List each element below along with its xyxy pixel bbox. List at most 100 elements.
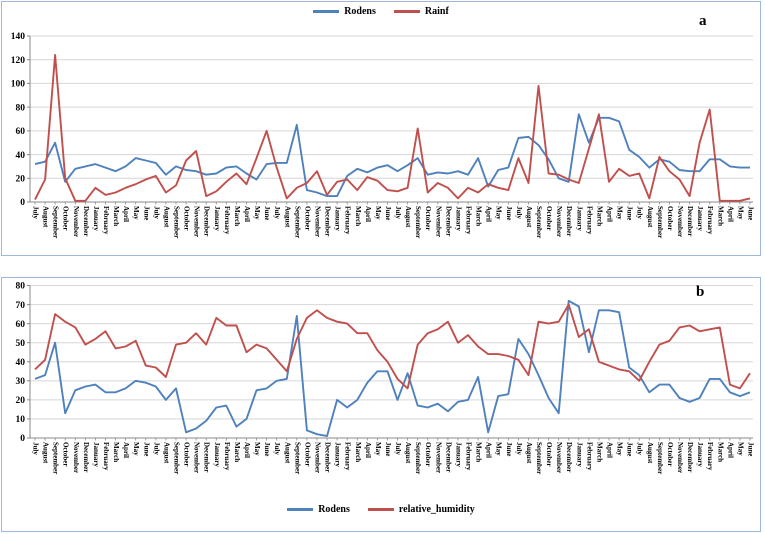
svg-text:December: December (686, 206, 694, 236)
svg-text:January: January (575, 206, 583, 231)
svg-text:September: September (52, 206, 60, 238)
svg-text:August: August (404, 206, 412, 228)
svg-text:September: September (414, 206, 422, 238)
svg-text:April: April (606, 442, 614, 458)
svg-text:40: 40 (16, 151, 26, 161)
svg-text:April: April (122, 206, 130, 222)
svg-text:June: June (384, 442, 392, 456)
svg-text:August: August (162, 206, 170, 228)
svg-text:November: November (193, 442, 201, 473)
svg-text:July: July (636, 206, 644, 219)
panel-label-a: a (699, 13, 707, 29)
svg-text:July: July (515, 206, 523, 219)
svg-text:June: June (626, 442, 634, 456)
svg-text:July: July (32, 442, 40, 455)
rodens-line-swatch (287, 508, 314, 511)
svg-text:October: October (424, 206, 432, 231)
svg-text:February: February (223, 442, 231, 471)
svg-text:December: December (565, 442, 573, 472)
svg-text:July: July (32, 206, 40, 219)
svg-text:August: August (525, 206, 533, 228)
svg-text:September: September (172, 442, 180, 474)
svg-text:September: September (172, 206, 180, 238)
svg-text:70: 70 (16, 301, 26, 311)
svg-text:March: March (233, 442, 241, 462)
svg-text:July: July (273, 442, 281, 455)
rainf-line (34, 54, 751, 202)
svg-text:June: June (263, 442, 271, 456)
x-axis-labels: July August September October November Decemb… (32, 206, 755, 238)
svg-text:April: April (243, 206, 251, 222)
svg-text:November: November (555, 442, 563, 473)
svg-text:80: 80 (16, 282, 26, 292)
svg-text:80: 80 (16, 103, 26, 113)
svg-text:May: May (616, 206, 624, 220)
svg-text:20: 20 (16, 396, 26, 406)
svg-text:April: April (485, 206, 493, 222)
svg-text:September: September (656, 442, 664, 474)
y-axis-labels: 0 10 20 30 40 50 60 70 80 (16, 282, 26, 445)
svg-text:August: August (42, 206, 50, 228)
svg-text:10: 10 (16, 415, 26, 425)
svg-text:September: September (293, 442, 301, 474)
svg-text:June: June (747, 206, 755, 220)
svg-text:June: June (505, 206, 513, 220)
svg-text:July: July (394, 442, 402, 455)
gridlines (30, 285, 753, 420)
svg-text:September: September (535, 206, 543, 238)
svg-text:March: March (595, 206, 603, 226)
svg-text:April: April (606, 206, 614, 222)
svg-text:November: November (676, 206, 684, 237)
chart-b-panel: 0 10 20 30 40 50 60 70 80 July August September Octo… (1, 277, 761, 532)
svg-text:October: October (666, 442, 674, 467)
svg-text:February: February (223, 206, 231, 235)
svg-text:April: April (364, 206, 372, 222)
svg-text:March: March (716, 206, 724, 226)
svg-text:March: March (475, 206, 483, 226)
svg-text:July: July (273, 206, 281, 219)
svg-text:August: August (525, 442, 533, 464)
svg-text:April: April (243, 442, 251, 458)
legend-label: Rodens (318, 504, 350, 515)
svg-text:April: April (122, 442, 130, 458)
svg-text:December: December (565, 206, 573, 236)
svg-text:November: November (72, 442, 80, 473)
panel-label-b: b (696, 284, 705, 300)
svg-text:June: June (142, 442, 150, 456)
x-axis-labels: July August September October November Decemb… (32, 442, 755, 474)
relative_humidity-line (34, 303, 751, 390)
svg-text:April: April (726, 442, 734, 458)
svg-text:December: December (686, 442, 694, 472)
gridlines (30, 35, 753, 179)
svg-text:March: March (112, 206, 120, 226)
svg-text:October: October (303, 206, 311, 231)
svg-text:May: May (253, 206, 261, 220)
svg-text:November: November (193, 206, 201, 237)
svg-text:June: June (384, 206, 392, 220)
legend-label: relative_humidity (398, 504, 475, 515)
svg-text:January: January (696, 442, 704, 467)
svg-text:January: January (92, 442, 100, 467)
svg-text:February: February (706, 442, 714, 471)
svg-text:20: 20 (16, 174, 26, 184)
svg-text:60: 60 (16, 320, 26, 330)
svg-text:August: August (283, 442, 291, 464)
svg-text:December: December (444, 206, 452, 236)
svg-text:120: 120 (11, 56, 26, 66)
svg-text:November: November (555, 206, 563, 237)
svg-text:May: May (374, 206, 382, 220)
svg-text:January: January (92, 206, 100, 231)
svg-text:August: August (162, 442, 170, 464)
svg-text:May: May (616, 442, 624, 456)
rodens-line (34, 299, 751, 438)
svg-text:January: January (213, 442, 221, 467)
svg-text:February: February (344, 206, 352, 235)
svg-text:March: March (233, 206, 241, 226)
svg-text:July: July (152, 442, 160, 455)
svg-text:December: December (82, 442, 90, 472)
svg-text:December: December (82, 206, 90, 236)
svg-text:January: January (334, 206, 342, 231)
svg-text:August: August (646, 442, 654, 464)
svg-text:November: November (72, 206, 80, 237)
